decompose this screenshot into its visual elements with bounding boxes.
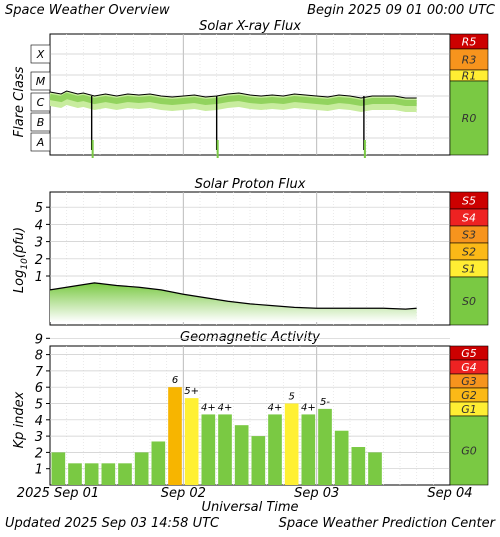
xray-flux-long bbox=[49, 92, 417, 107]
scale-label-s4: S4 bbox=[462, 212, 476, 225]
kp-bar bbox=[51, 452, 66, 485]
kp-ytick-label: 9 bbox=[35, 332, 43, 347]
kp-bar bbox=[284, 403, 299, 485]
kp-ytick-label: 5 bbox=[35, 398, 43, 413]
class-box-m bbox=[30, 71, 51, 91]
scale-label-r3: R3 bbox=[462, 54, 477, 67]
scale-label-s3: S3 bbox=[462, 229, 476, 242]
proton-flux-trace bbox=[49, 282, 417, 310]
scale-label-g4: G4 bbox=[461, 361, 477, 374]
proton-ytick-label: 5 bbox=[35, 201, 43, 216]
date-tick-label: Sep 02 bbox=[161, 486, 206, 501]
xray-panel-title: Solar X-ray Flux bbox=[199, 19, 301, 34]
kp-bar bbox=[218, 414, 232, 485]
kp-bar bbox=[251, 436, 266, 485]
scale-label-s1: S1 bbox=[462, 263, 476, 276]
proton-ytick-label: 2 bbox=[35, 253, 43, 268]
kp-bar bbox=[268, 414, 282, 485]
scale-label-g2: G2 bbox=[461, 389, 477, 402]
xaxis-title: Universal Time bbox=[201, 500, 298, 515]
scale-label-r0: R0 bbox=[462, 112, 477, 125]
scale-label-s0: S0 bbox=[462, 295, 476, 308]
kp-bar-label: 4+ bbox=[268, 402, 283, 413]
kp-bar bbox=[84, 463, 99, 485]
class-label-c: C bbox=[37, 96, 45, 109]
kp-ytick-label: 2 bbox=[35, 446, 43, 461]
kp-ytick-label: 7 bbox=[35, 365, 44, 380]
class-label-a: A bbox=[36, 136, 45, 149]
kp-bar bbox=[168, 387, 182, 485]
kp-bar-label: 4+ bbox=[218, 402, 233, 413]
scale-label-s2: S2 bbox=[462, 246, 476, 259]
kp-ylabel: Kp index bbox=[12, 391, 27, 448]
scale-label-r1: R1 bbox=[462, 70, 477, 83]
kp-ytick-label: 1 bbox=[35, 463, 43, 478]
kp-ytick-label: 4 bbox=[35, 414, 43, 429]
kp-bar bbox=[334, 430, 349, 485]
scale-label-g1: G1 bbox=[461, 403, 477, 416]
scale-segment-g0 bbox=[449, 415, 489, 486]
kp-bar-label: 4+ bbox=[301, 402, 316, 413]
scale-segment-r0 bbox=[449, 80, 489, 156]
kp-bar-label: 5+ bbox=[184, 386, 199, 397]
kp-bar bbox=[134, 452, 149, 485]
class-box-b bbox=[30, 112, 51, 132]
kp-bar bbox=[68, 463, 82, 485]
xray-ylabel: Flare Class bbox=[12, 66, 27, 137]
date-ticks: 2025 Sep 01 Sep 02 Sep 03 Sep 04 bbox=[17, 486, 473, 501]
kp-bar bbox=[101, 463, 116, 485]
geomag-panel-title: Geomagnetic Activity bbox=[180, 330, 320, 345]
scale-label-r5: R5 bbox=[462, 36, 477, 49]
date-tick-label: Sep 03 bbox=[294, 486, 339, 501]
kp-bar bbox=[201, 414, 216, 485]
overview-title: Space Weather Overview bbox=[5, 3, 170, 18]
date-tick-label: Sep 04 bbox=[427, 486, 472, 501]
kp-bar-label: 5- bbox=[320, 397, 330, 408]
kp-ytick-label: 3 bbox=[35, 430, 43, 445]
panels: ABCMXR5R3R1R012345S5S4S3S2S1S01234567896… bbox=[30, 33, 489, 486]
proton-panel-title: Solar Proton Flux bbox=[195, 177, 306, 192]
scale-segment-s0 bbox=[449, 276, 489, 326]
kp-ytick-label: 6 bbox=[35, 381, 43, 396]
class-box-x bbox=[30, 44, 51, 64]
class-label-b: B bbox=[37, 116, 45, 129]
class-label-x: X bbox=[36, 48, 45, 61]
kp-bar-label: 4+ bbox=[201, 402, 216, 413]
proton-ytick-label: 3 bbox=[35, 236, 43, 251]
kp-bar bbox=[301, 414, 316, 485]
kp-bar bbox=[118, 463, 132, 485]
kp-bar bbox=[151, 441, 166, 485]
kp-bar-label: 5 bbox=[288, 392, 294, 403]
updated-time: Updated 2025 Sep 03 14:58 UTC bbox=[5, 516, 220, 531]
swpc-credit: Space Weather Prediction Center bbox=[279, 516, 497, 531]
proton-ylabel: Log10(pfu) bbox=[12, 227, 30, 293]
proton-ytick-label: 1 bbox=[35, 270, 43, 285]
kp-bar bbox=[368, 452, 382, 485]
scale-label-g0: G0 bbox=[461, 445, 477, 458]
kp-bar bbox=[351, 447, 366, 485]
kp-ytick-label: 8 bbox=[35, 349, 43, 364]
class-box-a bbox=[30, 132, 51, 152]
kp-bar-label: 6 bbox=[172, 375, 178, 386]
scale-label-s5: S5 bbox=[462, 195, 476, 208]
class-label-m: M bbox=[36, 75, 46, 88]
scale-label-g3: G3 bbox=[461, 375, 477, 388]
begin-time: Begin 2025 09 01 00:00 UTC bbox=[307, 3, 496, 18]
date-tick-label: 2025 Sep 01 bbox=[17, 486, 99, 501]
proton-ytick-label: 4 bbox=[35, 218, 43, 233]
xray-flux-trace bbox=[49, 90, 417, 99]
scale-label-g5: G5 bbox=[461, 347, 477, 360]
kp-bar bbox=[318, 408, 332, 485]
kp-bar bbox=[234, 425, 249, 485]
kp-bar bbox=[184, 398, 199, 485]
